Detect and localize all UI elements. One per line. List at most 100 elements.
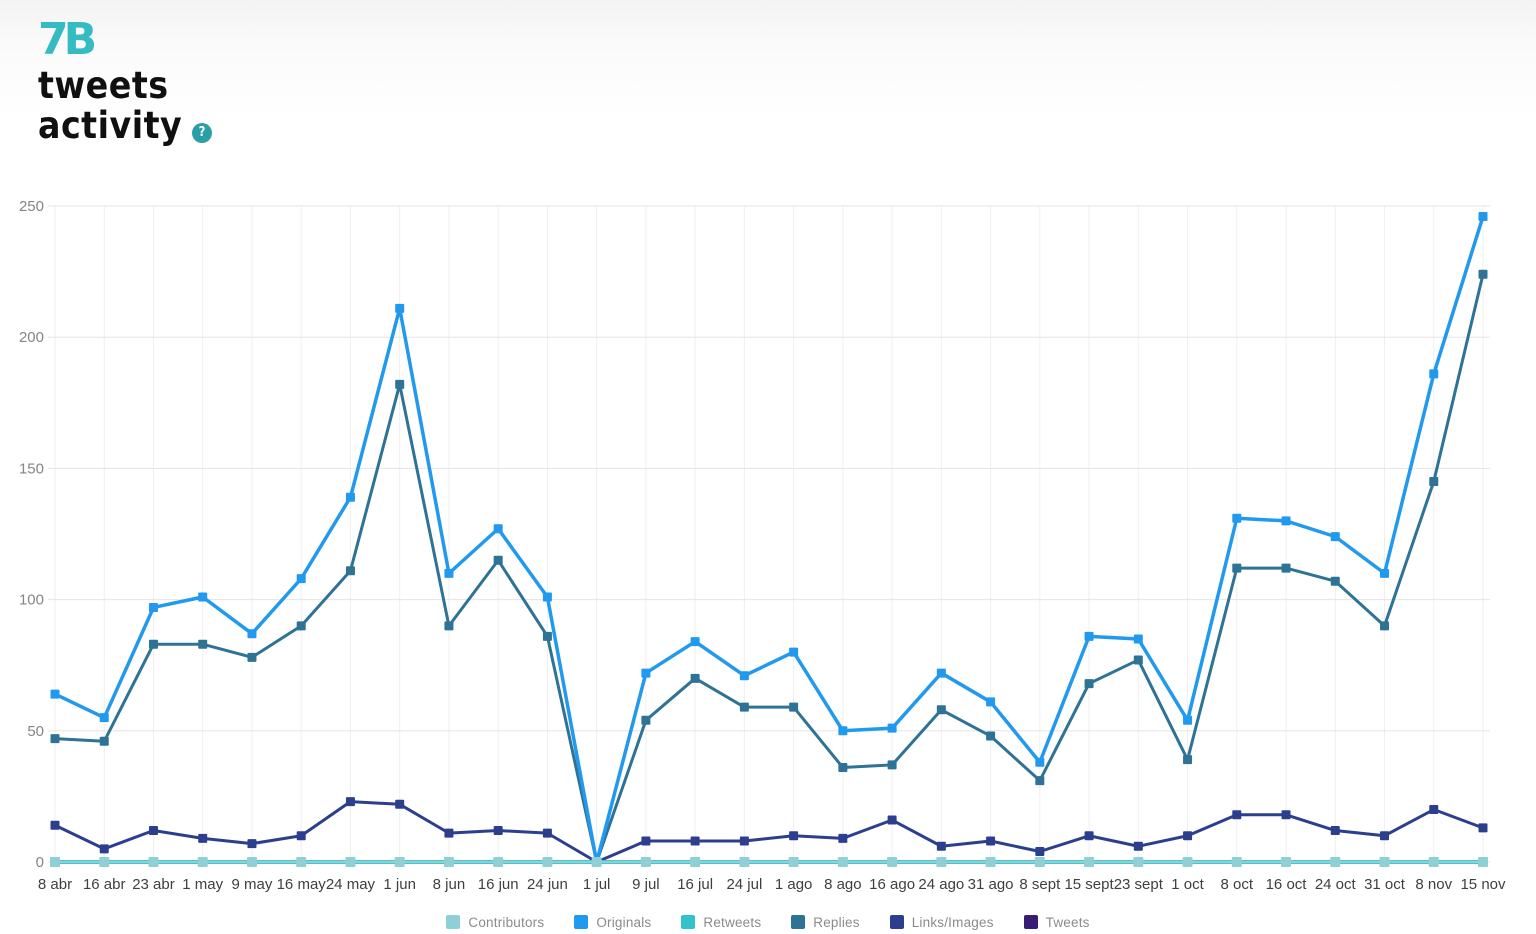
legend-item-retweets[interactable]: Retweets <box>681 915 761 930</box>
series-marker-contributors <box>1084 857 1095 867</box>
series-marker-links-images <box>641 836 651 846</box>
series-marker-originals <box>887 723 897 733</box>
series-marker-originals <box>198 592 208 602</box>
help-icon[interactable]: ? <box>192 123 213 143</box>
series-marker-links-images <box>1183 831 1193 841</box>
page-title: tweets activity ? <box>38 66 213 147</box>
series-marker-replies <box>444 621 454 631</box>
x-tick-label: 1 ago <box>775 876 813 893</box>
series-marker-originals <box>986 697 996 707</box>
x-tick-label: 1 jun <box>383 876 416 893</box>
series-marker-links-images <box>247 839 257 849</box>
x-tick-label: 1 may <box>182 876 223 893</box>
series-marker-links-images <box>1035 847 1045 857</box>
legend-swatch-icon <box>681 915 696 929</box>
x-tick-label: 24 may <box>326 876 376 893</box>
legend-item-replies[interactable]: Replies <box>791 914 860 930</box>
series-marker-links-images <box>1429 805 1439 815</box>
series-marker-contributors <box>936 857 947 867</box>
series-marker-replies <box>395 379 405 389</box>
series-marker-replies <box>887 760 897 770</box>
legend-swatch-icon <box>446 915 461 929</box>
x-tick-label: 16 may <box>277 876 327 893</box>
series-marker-links-images <box>542 828 552 838</box>
series-marker-replies <box>198 639 208 649</box>
series-marker-originals <box>148 602 158 612</box>
legend-item-links-images[interactable]: Links/Images <box>889 914 994 930</box>
x-tick-label: 31 ago <box>968 876 1014 893</box>
series-marker-contributors <box>296 857 307 867</box>
series-marker-links-images <box>493 826 503 836</box>
series-marker-replies <box>1084 679 1094 689</box>
x-tick-label: 8 oct <box>1221 876 1254 893</box>
series-marker-contributors <box>493 857 504 867</box>
series-marker-contributors <box>1133 857 1144 867</box>
series-marker-links-images <box>1281 810 1291 820</box>
series-marker-replies <box>296 621 306 631</box>
legend-label: Originals <box>596 914 652 930</box>
x-tick-label: 1 oct <box>1171 876 1204 893</box>
legend-label: Retweets <box>703 914 762 930</box>
series-marker-originals <box>1133 634 1143 644</box>
series-marker-originals <box>247 629 257 639</box>
x-tick-label: 15 nov <box>1460 876 1506 893</box>
series-marker-contributors <box>345 857 356 867</box>
series-marker-links-images <box>148 826 158 836</box>
y-tick-label: 100 <box>19 592 44 609</box>
series-marker-originals <box>936 668 946 678</box>
y-tick-label: 250 <box>19 198 44 215</box>
series-marker-contributors <box>640 857 651 867</box>
series-marker-replies <box>345 566 355 576</box>
series-marker-links-images <box>444 828 454 838</box>
series-marker-replies <box>493 555 503 565</box>
series-marker-originals <box>1281 516 1291 526</box>
series-marker-contributors <box>788 857 799 867</box>
series-marker-replies <box>50 734 60 744</box>
y-tick-label: 0 <box>36 854 44 871</box>
series-marker-originals <box>641 668 651 678</box>
series-marker-contributors <box>837 857 848 867</box>
x-tick-label: 8 sept <box>1019 876 1061 893</box>
series-marker-replies <box>1232 563 1242 573</box>
series-marker-contributors <box>197 857 208 867</box>
legend-item-contributors[interactable]: Contributors <box>446 915 544 930</box>
legend-item-originals[interactable]: Originals <box>574 915 651 930</box>
series-marker-contributors <box>690 857 701 867</box>
title-line-2: activity <box>38 104 183 147</box>
x-tick-label: 23 abr <box>132 876 175 893</box>
series-marker-replies <box>1183 755 1193 765</box>
y-tick-label: 200 <box>19 329 44 346</box>
series-marker-contributors <box>50 857 60 867</box>
series-marker-contributors <box>1034 857 1045 867</box>
legend-item-tweets[interactable]: Tweets <box>1023 914 1090 930</box>
series-marker-links-images <box>1380 831 1390 841</box>
legend-label: Links/Images <box>911 914 994 930</box>
series-marker-replies <box>739 702 749 712</box>
x-tick-label: 8 ago <box>824 876 862 893</box>
series-marker-originals <box>395 303 405 313</box>
series-marker-links-images <box>345 797 355 807</box>
series-marker-replies <box>690 673 700 683</box>
x-tick-label: 9 may <box>232 876 273 893</box>
series-marker-contributors <box>1379 857 1390 867</box>
series-marker-replies <box>838 763 848 773</box>
x-tick-label: 16 ago <box>869 876 915 893</box>
series-line-replies <box>53 272 1485 864</box>
series-marker-links-images <box>690 836 700 846</box>
series-marker-links-images <box>395 799 405 809</box>
series-marker-originals <box>345 492 355 502</box>
series-marker-replies <box>1281 563 1291 573</box>
series-marker-contributors <box>394 857 405 867</box>
series-marker-contributors <box>985 857 996 867</box>
series-marker-links-images <box>1232 810 1242 820</box>
series-marker-links-images <box>936 841 946 851</box>
legend-swatch-icon <box>791 915 806 929</box>
series-marker-originals <box>690 637 700 647</box>
series-marker-originals <box>444 568 454 578</box>
series-line-links-images <box>53 800 1485 864</box>
page-header: 7B tweets activity ? <box>38 18 213 147</box>
legend-label: Tweets <box>1045 914 1090 930</box>
x-tick-label: 8 abr <box>38 876 72 893</box>
series-marker-contributors <box>1281 857 1292 867</box>
legend-label: Replies <box>813 914 860 930</box>
